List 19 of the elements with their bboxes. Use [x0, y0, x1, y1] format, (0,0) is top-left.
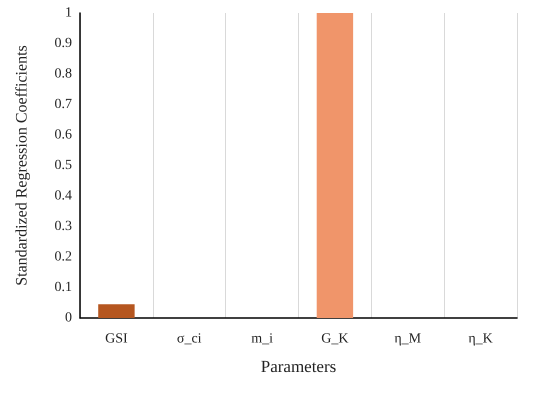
- y-tick-label: 0.3: [54, 219, 72, 234]
- y-tick-label: 0.1: [54, 280, 72, 295]
- x-tick-label: GSI: [105, 332, 128, 346]
- x-tick-label: σ_ci: [176, 332, 202, 346]
- y-tick-label: 0.9: [54, 36, 72, 51]
- y-tick-label: 0.5: [54, 158, 72, 173]
- y-tick-label: 0.2: [54, 250, 72, 264]
- y-tick-label: 0: [65, 310, 72, 326]
- y-tick-label: 0.4: [54, 188, 72, 204]
- y-tick-label: 0.6: [54, 128, 72, 142]
- y-tick-label: 0.7: [54, 97, 72, 112]
- x-tick-label: G_K: [321, 332, 349, 346]
- x-tick-label: η_K: [468, 332, 493, 346]
- y-tick-label: 0.8: [54, 66, 72, 82]
- x-tick-label: m_i: [251, 332, 274, 346]
- y-tick-label: 1: [65, 6, 72, 20]
- y-axis-title: Standardized Regression Coefficients: [14, 45, 30, 286]
- x-axis-title: Parameters: [260, 357, 336, 376]
- x-tick-label: η_M: [394, 332, 422, 346]
